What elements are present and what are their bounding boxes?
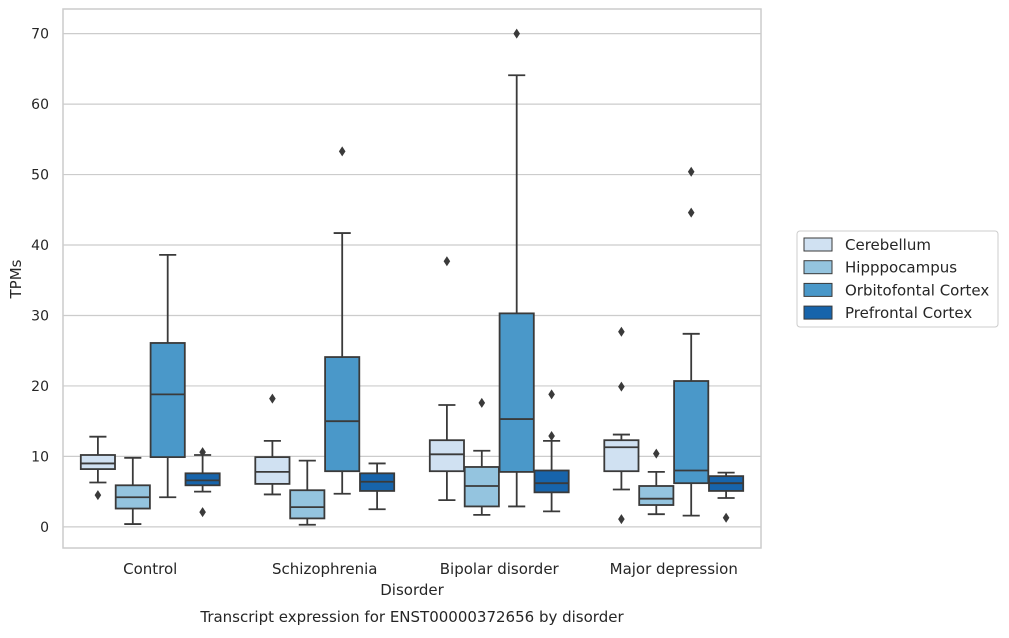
box-group <box>79 435 116 501</box>
x-axis-label: Disorder <box>380 581 444 599</box>
legend-label: Cerebellum <box>845 236 931 254</box>
box-iqr <box>79 454 116 470</box>
y-tick-label: 60 <box>31 97 49 113</box>
box-iqr <box>324 356 361 473</box>
y-tick-label: 0 <box>40 520 49 536</box>
x-tick-label: Control <box>123 560 177 578</box>
box-group <box>673 166 710 517</box>
outlier-point <box>199 507 206 518</box>
legend: Cerebellum Hipppocampus Orbitofontal Corte… <box>796 230 999 328</box>
outlier-point <box>618 381 625 392</box>
outlier-point <box>618 514 625 525</box>
outlier-point <box>548 430 555 441</box>
outlier-point <box>478 397 486 408</box>
legend-label: Hipppocampus <box>845 259 957 277</box>
x-tick-labels: Control Schizophrenia Bipolar disorder Majo… <box>123 560 738 578</box>
box-group <box>149 253 186 499</box>
x-tick-label: Schizophrenia <box>272 560 377 578</box>
y-tick-labels: 0 10 20 30 40 50 60 70 <box>31 27 49 536</box>
x-tick-label: Major depression <box>610 560 738 578</box>
box-group <box>463 397 500 516</box>
outlier-point <box>548 389 555 400</box>
box-group <box>289 459 326 526</box>
outlier-point <box>199 447 206 458</box>
box-iqr <box>673 380 710 485</box>
outlier-point <box>653 448 660 459</box>
box-iqr <box>533 469 570 494</box>
outlier-point <box>269 393 276 404</box>
box-group <box>324 146 361 495</box>
x-tick-label: Bipolar disorder <box>440 560 560 578</box>
outlier-point <box>722 512 730 523</box>
box-iqr <box>184 472 221 487</box>
box-group <box>533 389 570 513</box>
outlier-point <box>94 490 102 501</box>
box-iqr <box>289 489 326 520</box>
box-group <box>428 256 465 501</box>
outlier-point <box>687 166 695 177</box>
box-iqr <box>149 342 186 459</box>
outlier-point <box>338 146 346 157</box>
box-iqr <box>428 439 465 473</box>
y-tick-label: 20 <box>31 379 49 395</box>
y-tick-label: 30 <box>31 308 49 324</box>
figure-caption: Transcript expression for ENST0000037265… <box>199 608 624 626</box>
legend-swatch <box>803 260 833 275</box>
box-series <box>79 28 745 526</box>
y-tick-label: 40 <box>31 238 49 254</box>
y-tick-label: 50 <box>31 168 49 184</box>
legend-swatch <box>803 237 833 252</box>
box-group <box>603 326 640 525</box>
box-iqr <box>603 439 640 473</box>
box-iqr <box>498 312 535 473</box>
outlier-point <box>443 256 451 267</box>
box-group <box>638 448 675 516</box>
legend-label: Orbitofontal Cortex <box>845 281 989 299</box>
outlier-point <box>618 326 625 337</box>
outlier-point <box>687 207 695 218</box>
box-group <box>114 456 151 525</box>
box-group <box>708 471 745 523</box>
legend-frame <box>796 230 999 328</box>
plot-frame <box>62 8 762 549</box>
box-group <box>498 28 535 508</box>
box-iqr <box>254 456 291 485</box>
y-tick-label: 10 <box>31 449 49 465</box>
y-tick-label: 70 <box>31 27 49 43</box>
outlier-point <box>513 28 520 39</box>
box-iqr <box>638 485 675 506</box>
box-group <box>184 447 221 518</box>
legend-label: Prefrontal Cortex <box>845 304 972 322</box>
legend-swatch <box>803 282 833 297</box>
y-axis-label: TPMs <box>7 259 25 299</box>
box-group <box>359 462 396 511</box>
legend-swatch <box>803 305 833 320</box>
box-group <box>254 393 291 496</box>
